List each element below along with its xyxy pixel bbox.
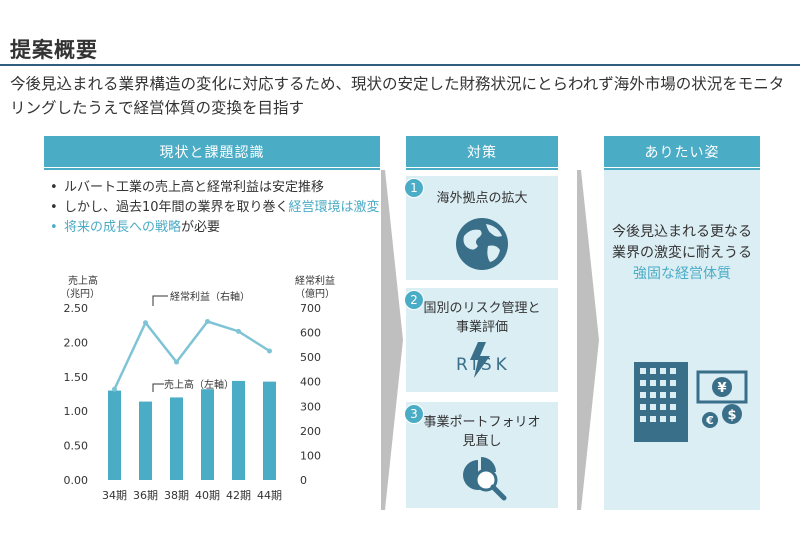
sales-callout-leader [152,383,164,392]
y-left-tick-label: 2.00 [64,336,89,349]
profit-point [205,319,210,325]
bullet-3-highlight: 将来の成長への戦略 [64,220,182,235]
arrow-to-vision [577,170,599,510]
bullet-1-text: ルバート工業の売上高と経常利益は安定推移 [64,180,325,195]
measure-2-number: 2 [404,290,424,310]
y-left-tick-label: 1.50 [64,371,89,384]
header-current-underline [44,168,380,170]
y-right-tick-label: 500 [300,351,321,364]
y-right-tick-label: 300 [300,400,321,413]
vision-text: 今後見込まれる更なる業界の激変に耐えうる 強固な経営体質 [610,222,754,285]
x-tick-label: 38期 [164,489,189,502]
vision-line: 今後見込まれる更なる業界の激変に耐えうる [612,224,752,261]
bullet-2-text: しかし、過去10年間の業界を取り巻く [64,200,289,215]
measure-2-label: 国別のリスク管理と事業評価 [423,301,541,335]
arrow-to-measures [381,170,403,510]
y-right-tick-label: 200 [300,425,321,438]
profit-point [267,348,272,354]
bullet-2: しかし、過去10年間の業界を取り巻く経営環境は激変 [50,198,380,218]
yen-symbol: ¥ [717,381,726,396]
measure-3-number: 3 [404,404,424,424]
sales-bar [108,390,121,480]
measure-3-label: 事業ポートフォリオ見直し [423,415,541,449]
sales-bar [201,389,214,480]
profit-point [236,328,241,334]
building-currency-icon: ¥ $ € [634,362,748,442]
globe-icon [456,218,508,270]
measure-2: 2 国別のリスク管理と事業評価 RISK [404,288,558,392]
y-right-tick-label: 100 [300,449,321,462]
sales-bar [263,381,276,480]
sales-bar [139,401,152,480]
current-bullets: ルバート工業の売上高と経常利益は安定推移 しかし、過去10年間の業界を取り巻く経… [50,178,380,238]
y-left-label-1: 売上高 [68,274,98,287]
measure-1-number: 1 [404,178,424,198]
x-tick-label: 36期 [133,489,158,502]
y-right-label-1: 経常利益 [295,274,335,287]
bullet-3: 将来の成長への戦略が必要 [50,218,380,238]
y-left-tick-label: 0.50 [64,440,89,453]
header-measures: 対策 [406,136,558,167]
bullet-2-highlight: 経営環境は激変 [288,200,380,215]
y-right-label-2: （億円） [295,287,335,300]
profit-point [143,320,148,326]
profit-line [113,320,271,390]
vision-panel: 今後見込まれる更なる業界の激変に耐えうる 強固な経営体質 ¥ $ € [604,170,760,510]
header-current: 現状と課題認識 [44,136,380,167]
page-subtitle: 今後見込まれる業界構造の変化に対応するため、現状の安定した財務状況にとらわれず海… [10,75,785,117]
y-right-tick-label: 0 [300,474,307,487]
y-right-tick-label: 600 [300,327,321,340]
header-vision: ありたい姿 [604,136,760,167]
y-left-label-2: （兆円） [60,288,100,300]
bullet-3-text: が必要 [181,220,221,235]
x-tick-label: 40期 [195,489,220,502]
y-right-tick-label: 400 [300,376,321,389]
y-left-tick-label: 2.50 [64,302,89,315]
y-right-tick-label: 700 [300,302,321,315]
x-tick-label: 34期 [102,489,127,502]
vision-highlight: 強固な経営体質 [633,266,731,282]
y-left-tick-label: 1.00 [64,405,89,418]
profit-point [174,359,179,365]
measure-1: 1 海外拠点の拡大 [404,176,558,280]
x-tick-label: 44期 [257,489,282,502]
header-vision-underline [604,168,760,170]
title-divider [0,64,800,66]
risk-icon-text: RISK [456,355,511,375]
header-measures-underline [406,168,558,170]
measure-1-label: 海外拠点の拡大 [436,191,528,206]
y-left-tick-label: 0.00 [64,474,89,487]
analysis-icon [463,457,507,501]
sales-profit-chart: 売上高 （兆円） 経常利益 （億円） 0.00 0.50 1.00 1.50 2.00 2… [60,274,335,502]
euro-symbol: € [705,414,714,427]
sales-bar [170,397,183,480]
page-title: 提案概要 [10,38,98,62]
profit-point [112,386,117,392]
measure-3: 3 事業ポートフォリオ見直し [404,402,558,508]
profit-callout-leader [152,295,168,306]
risk-icon: RISK [456,342,511,378]
profit-series-label: 経常利益（右軸） [170,290,250,303]
dollar-symbol: $ [727,408,736,423]
x-tick-label: 42期 [226,489,251,502]
sales-bar [232,380,245,480]
bullet-1: ルバート工業の売上高と経常利益は安定推移 [50,178,380,198]
sales-series-label: 売上高（左軸） [164,378,234,391]
